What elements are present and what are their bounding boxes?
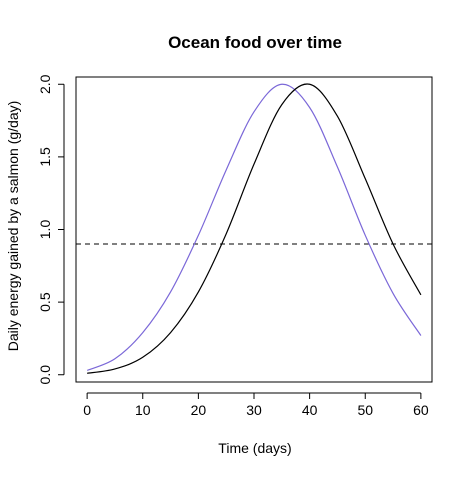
- x-tick-label: 20: [191, 402, 207, 418]
- x-tick-label: 40: [302, 402, 318, 418]
- y-tick-label: 1.5: [37, 147, 53, 167]
- x-tick-label: 10: [135, 402, 151, 418]
- x-tick-label: 50: [357, 402, 373, 418]
- y-tick-label: 0.5: [37, 292, 53, 312]
- series-line-1: [86, 83, 422, 371]
- series-line-2: [87, 83, 422, 374]
- y-axis: 0.0 0.5 1.0 1.5 2.0: [37, 74, 65, 385]
- y-tick-label: 1.0: [37, 220, 53, 240]
- y-tick-label: 0.0: [37, 365, 53, 385]
- series-lines: [76, 83, 432, 374]
- plot-area: [75, 76, 433, 383]
- chart-title: Ocean food over time: [168, 33, 342, 52]
- y-tick-label: 2.0: [37, 74, 53, 94]
- x-tick-label: 0: [83, 402, 91, 418]
- y-axis-label: Daily energy gained by a salmon (g/day): [5, 101, 21, 352]
- x-axis-label: Time (days): [218, 440, 291, 456]
- x-tick-label: 30: [246, 402, 262, 418]
- x-tick-label: 60: [413, 402, 429, 418]
- x-axis: 0 10 20 30 40 50 60: [83, 392, 429, 418]
